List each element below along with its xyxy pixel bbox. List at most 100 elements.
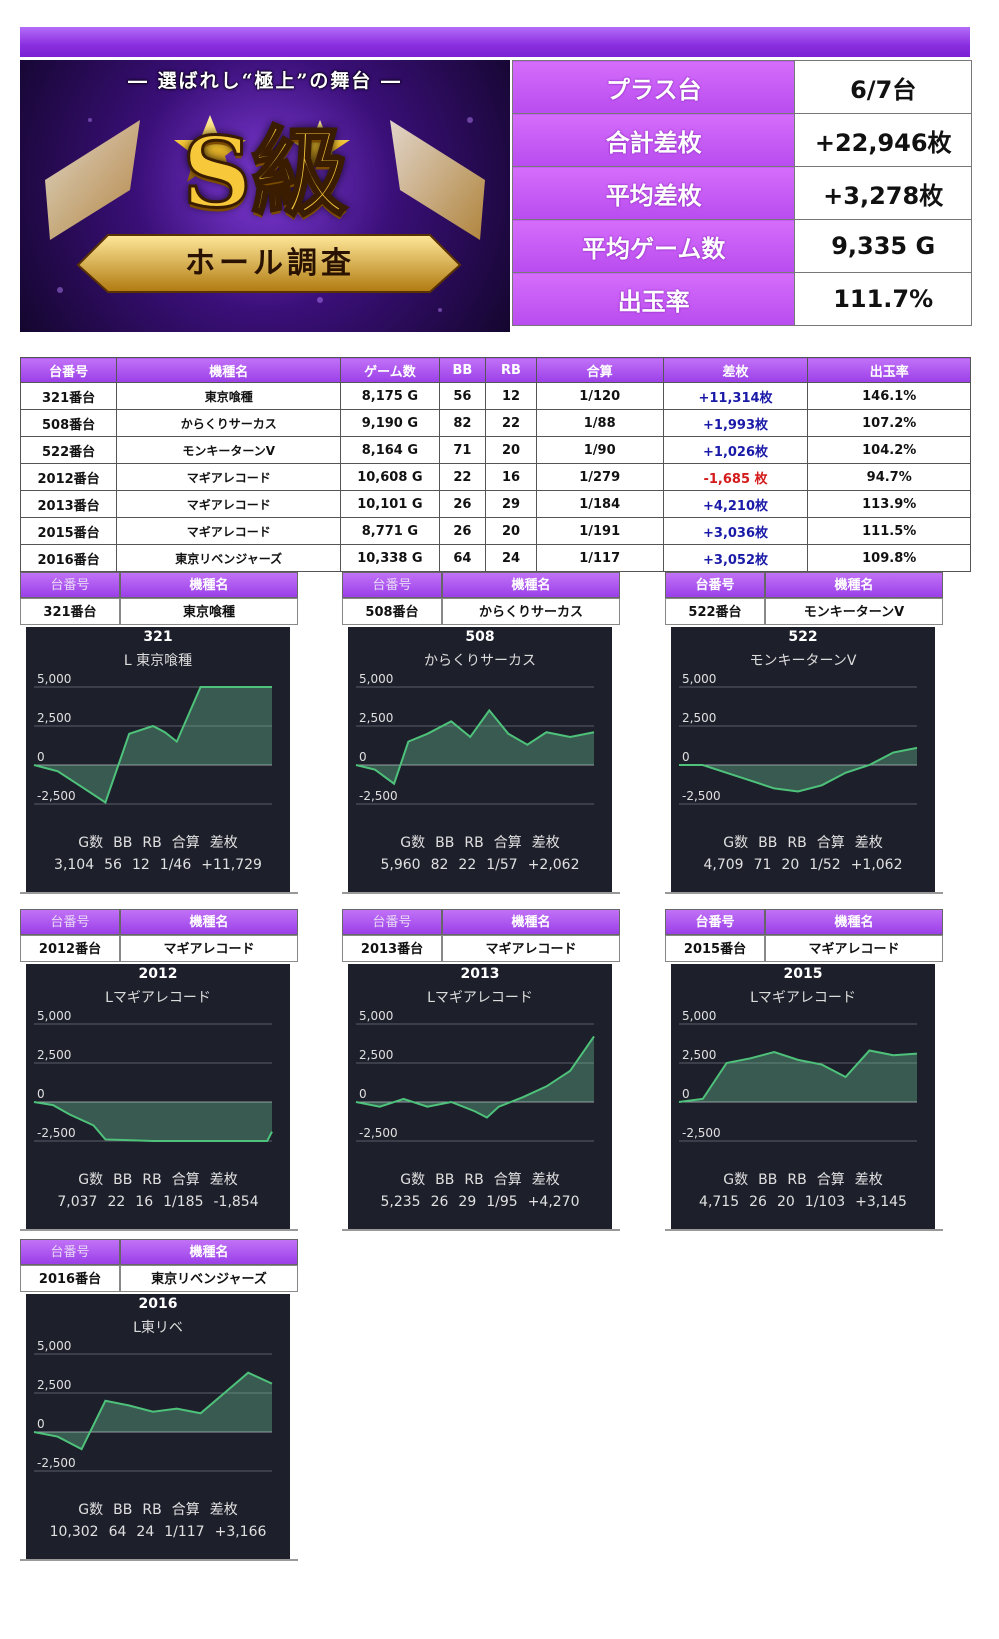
stat-label: BB: [435, 835, 455, 851]
y-tick-label: -2,500: [682, 789, 721, 803]
y-tick-label: -2,500: [359, 1126, 398, 1140]
slump-chart: 5,000 2,500 0 -2,500: [33, 672, 272, 805]
stats-value-row: 3,104 56 12 1/46 +11,729: [26, 854, 290, 876]
card-underline: [665, 1229, 943, 1231]
stat-label: 合算: [171, 835, 200, 851]
cell-games: 10,338 G: [340, 544, 440, 572]
cell-rb: 20: [485, 436, 537, 464]
cell-total: 1/191: [535, 517, 664, 545]
table-row: 2016番台 東京リベンジャーズ 10,338 G 64 24 1/117 +3,052枚 1…: [19, 544, 971, 572]
card-machine-no: 2016番台: [20, 1265, 120, 1292]
stat-label: 差枚: [854, 835, 883, 851]
stat-total: 1/103: [804, 1194, 846, 1210]
stat-rb: 12: [131, 857, 150, 873]
chart-machine-name: モンキーターンV: [749, 653, 857, 669]
card-machine-name: からくりサーカス: [442, 598, 620, 625]
cell-rate: 94.7%: [807, 463, 971, 491]
cell-diff: +3,052枚: [662, 544, 809, 572]
cell-machine: からくりサーカス: [116, 409, 342, 437]
stats-value-row: 5,960 82 22 1/57 +2,062: [348, 854, 612, 876]
y-tick-label: 5,000: [359, 1009, 393, 1023]
stat-diff: +3,145: [855, 1194, 907, 1210]
y-tick-label: -2,500: [37, 789, 76, 803]
chart-stats: G数 BB RB 合算 差枚 7,037 22 16 1/185 -1,854: [26, 1169, 290, 1213]
chart-number: 2013: [460, 966, 500, 982]
cell-total: 1/184: [535, 490, 664, 518]
card-header: 台番号 機種名 2012番台 マギアレコード: [20, 909, 298, 964]
chart-card: 台番号 機種名 2015番台 マギアレコード 5,000 2,500 0 -2,500…: [665, 909, 943, 1234]
chart-machine-name: L東リベ: [133, 1320, 183, 1336]
stat-bb: 56: [104, 857, 122, 873]
card-machine-name: マギアレコード: [442, 935, 620, 962]
chart-number: 522: [788, 629, 818, 645]
series-area: [356, 710, 594, 784]
cell-no: 2015番台: [19, 517, 118, 545]
column-header: 差枚: [662, 357, 809, 383]
stat-rb: 24: [136, 1524, 155, 1540]
cell-games: 10,608 G: [340, 463, 440, 491]
table-row: 2015番台 マギアレコード 8,771 G 26 20 1/191 +3,036枚 111.…: [19, 517, 971, 545]
series-area: [679, 1050, 917, 1102]
card-header-machine-label: 機種名: [120, 572, 298, 598]
card-header-no-label: 台番号: [342, 909, 442, 935]
stat-label: 合算: [816, 835, 845, 851]
card-header-machine-label: 機種名: [120, 909, 298, 935]
stat-diff: -1,854: [213, 1194, 259, 1210]
chart-card: 台番号 機種名 522番台 モンキーターンV 5,000 2,500 0 -2,500…: [665, 572, 943, 897]
stat-label: BB: [435, 1172, 455, 1188]
y-tick-label: 0: [682, 750, 690, 764]
cell-bb: 64: [438, 544, 487, 572]
banner-ribbon-text: ホール調査: [185, 246, 355, 281]
summary-value: 6/7台: [794, 60, 972, 114]
banner-image: ― 選ばれし“極上”の舞台 ― S級 ホール調査: [20, 60, 510, 332]
cell-rb: 22: [485, 409, 537, 437]
stat-label: 差枚: [209, 1502, 238, 1518]
stat-label: RB: [464, 835, 484, 851]
stats-label-row: G数 BB RB 合算 差枚: [671, 1169, 935, 1191]
y-tick-label: 0: [37, 1417, 45, 1431]
y-tick-label: 0: [359, 750, 367, 764]
y-tick-label: 2,500: [359, 711, 393, 725]
y-tick-label: 0: [37, 1087, 45, 1101]
stat-label: RB: [142, 835, 162, 851]
chart-panel: 5,000 2,500 0 -2,500 508 からくりサーカス G数 BB RB 合算差…: [348, 627, 612, 892]
series-area: [34, 1102, 272, 1141]
stat-total: 1/46: [159, 857, 192, 873]
series-line: [679, 746, 918, 793]
chart-panel: 5,000 2,500 0 -2,500 2012 Lマギアレコード G数 BB RB 合算…: [26, 964, 290, 1229]
cell-bb: 71: [438, 436, 487, 464]
stats-label-row: G数 BB RB 合算 差枚: [348, 832, 612, 854]
chart-number: 321: [143, 629, 173, 645]
stat-label: 合算: [493, 1172, 522, 1188]
y-tick-label: 0: [37, 750, 45, 764]
table-row: 522番台 モンキーターンV 8,164 G 71 20 1/90 +1,026枚 104.2…: [19, 436, 971, 464]
chart-machine-name: L 東京喰種: [123, 653, 193, 669]
stat-rb: 20: [781, 857, 800, 873]
column-header: 機種名: [116, 357, 342, 383]
chart-panel: 5,000 2,500 0 -2,500 522 モンキーターンV G数 BB RB 合算差…: [671, 627, 935, 892]
stat-games: 5,960: [380, 857, 421, 873]
cell-games: 10,101 G: [340, 490, 440, 518]
y-tick-label: 0: [359, 1087, 367, 1101]
card-underline: [20, 1229, 298, 1231]
cell-machine: 東京喰種: [116, 382, 342, 410]
banner-big-text: S級: [181, 116, 349, 229]
chart-card: 台番号 機種名 321番台 東京喰種 5,000 2,500 0 -2,500 321…: [20, 572, 298, 897]
y-tick-label: 2,500: [37, 1378, 71, 1392]
card-underline: [342, 1229, 620, 1231]
chart-number: 2015: [783, 966, 823, 982]
column-header: 合算: [535, 357, 664, 383]
series-line: [678, 1049, 918, 1103]
summary-row: 出玉率 111.7%: [511, 272, 972, 326]
stat-total: 1/52: [809, 857, 841, 873]
series-line: [355, 1035, 595, 1119]
y-tick-label: 5,000: [37, 672, 71, 686]
cell-rb: 24: [485, 544, 537, 572]
stats-value-row: 5,235 26 29 1/95 +4,270: [348, 1191, 612, 1213]
stat-label: RB: [464, 1172, 484, 1188]
cell-bb: 56: [438, 382, 487, 410]
stat-label: 合算: [493, 835, 522, 851]
cell-games: 8,771 G: [340, 517, 440, 545]
stat-label: BB: [758, 835, 778, 851]
summary-value: 111.7%: [794, 272, 972, 326]
